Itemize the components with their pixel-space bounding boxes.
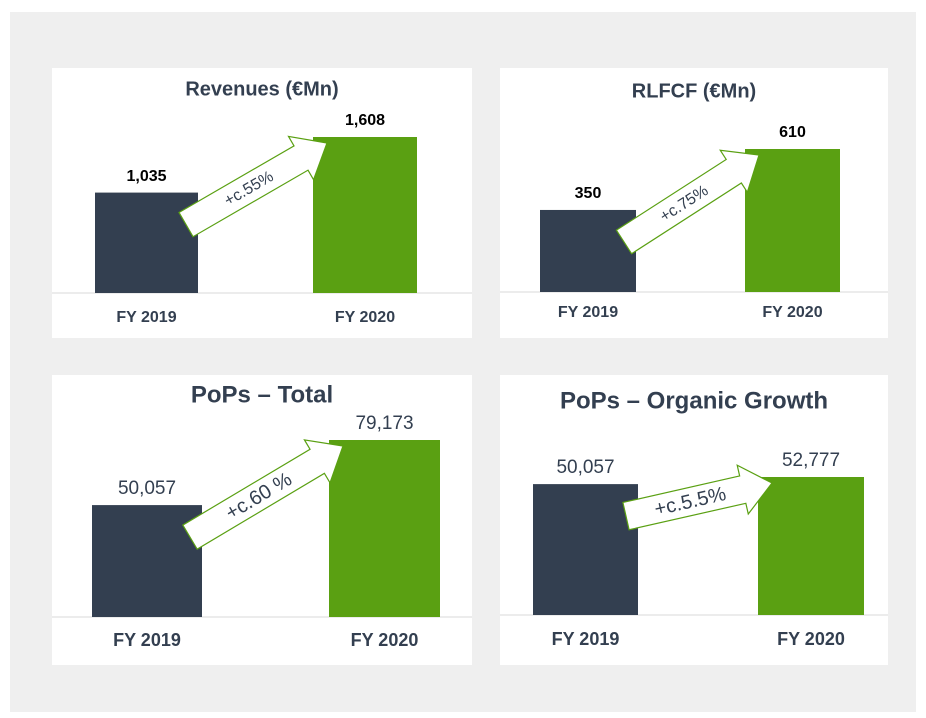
category-label: FY 2020: [762, 304, 822, 321]
bar: [313, 137, 417, 293]
value-label: 610: [779, 124, 806, 141]
chart-title: Revenues (€Mn): [185, 78, 338, 100]
value-label: 52,777: [782, 450, 840, 471]
value-label: 1,608: [345, 112, 385, 129]
category-label: FY 2019: [113, 630, 181, 650]
chart-title: RLFCF (€Mn): [632, 80, 756, 102]
arrow-shape: [622, 464, 773, 531]
value-label: 50,057: [118, 478, 176, 499]
category-label: FY 2019: [552, 629, 620, 649]
bar: [92, 505, 202, 617]
chart-title: PoPs – Total: [191, 381, 333, 408]
value-label: 350: [575, 185, 602, 202]
arrow-shape: [182, 439, 344, 550]
bar: [329, 440, 440, 617]
chart-title: PoPs – Organic Growth: [560, 387, 828, 414]
arrow-shape: [615, 149, 760, 255]
bar: [540, 209, 636, 292]
category-label: FY 2020: [777, 629, 845, 649]
value-label: 79,173: [355, 413, 413, 434]
value-label: 1,035: [126, 168, 166, 185]
bar: [745, 149, 840, 292]
category-label: FY 2019: [116, 309, 176, 326]
category-label: FY 2020: [351, 630, 419, 650]
bar: [533, 484, 638, 615]
bar: [758, 477, 864, 615]
bar: [95, 192, 198, 293]
arrow-shape: [178, 135, 328, 238]
value-label: 50,057: [556, 457, 614, 478]
category-label: FY 2019: [558, 304, 618, 321]
category-label: FY 2020: [335, 309, 395, 326]
